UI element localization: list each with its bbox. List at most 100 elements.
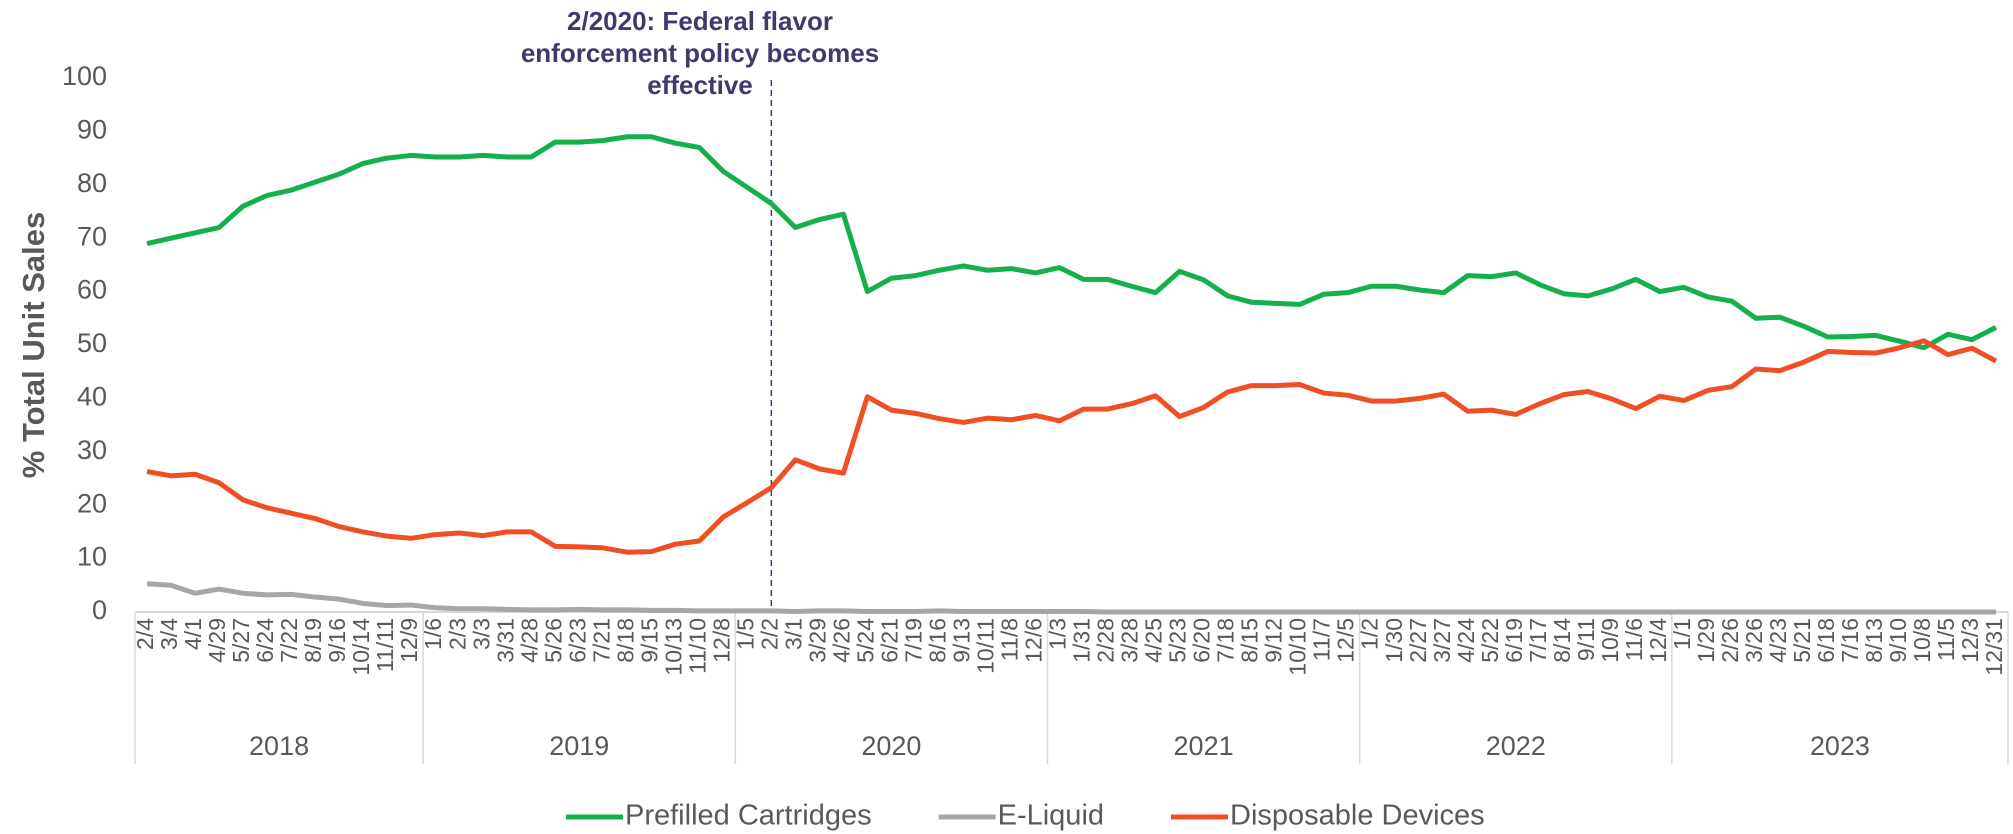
x-tick-label: 11/7 — [1309, 618, 1335, 661]
x-tick-label: 8/15 — [1237, 618, 1263, 663]
x-tick-label: 7/17 — [1525, 618, 1551, 663]
x-tick-label: 4/29 — [204, 618, 230, 663]
y-tick-label: 100 — [62, 61, 107, 91]
x-tick-label: 4/28 — [516, 618, 542, 663]
x-tick-label: 1/3 — [1045, 618, 1071, 650]
y-tick-label: 70 — [77, 221, 107, 251]
y-axis-label: % Total Unit Sales — [16, 212, 51, 478]
x-tick-label: 9/10 — [1885, 618, 1911, 663]
x-tick-label: 5/24 — [852, 618, 878, 663]
annotation-text: enforcement policy becomes — [521, 38, 879, 68]
x-tick-label: 11/11 — [372, 618, 398, 672]
x-tick-label: 7/19 — [900, 618, 926, 663]
x-tick-label: 1/31 — [1069, 618, 1095, 663]
x-tick-label: 11/6 — [1621, 618, 1647, 661]
x-tick-label: 9/15 — [636, 618, 662, 663]
x-tick-label: 10/10 — [1285, 618, 1311, 676]
x-tick-label: 3/4 — [156, 618, 182, 650]
y-tick-label: 0 — [92, 595, 107, 625]
x-tick-label: 10/11 — [973, 618, 999, 674]
y-tick-label: 50 — [77, 328, 107, 358]
x-tick-label: 1/30 — [1381, 618, 1407, 663]
x-tick-label: 4/25 — [1141, 618, 1167, 663]
x-tick-label: 5/27 — [228, 618, 254, 663]
x-tick-label: 11/8 — [997, 618, 1023, 661]
x-tick-label: 5/26 — [540, 618, 566, 663]
x-tick-label: 12/3 — [1957, 618, 1983, 663]
x-tick-label: 10/9 — [1597, 618, 1623, 663]
x-tick-label: 2/3 — [444, 618, 470, 650]
year-label: 2020 — [861, 731, 921, 761]
legend-label: Prefilled Cartridges — [625, 800, 872, 832]
y-tick-label: 10 — [77, 542, 107, 572]
x-tick-label: 4/23 — [1765, 618, 1791, 663]
x-tick-label: 8/14 — [1549, 618, 1575, 663]
x-tick-label: 1/29 — [1693, 618, 1719, 663]
x-tick-label: 8/19 — [300, 618, 326, 663]
x-tick-label: 8/16 — [925, 618, 951, 663]
series-line — [146, 581, 1996, 615]
x-tick-label: 3/27 — [1429, 618, 1455, 663]
x-tick-label: 12/5 — [1333, 618, 1359, 663]
x-tick-label: 12/31 — [1981, 618, 2007, 676]
x-tick-label: 7/22 — [276, 618, 302, 663]
y-tick-label: 30 — [77, 435, 107, 465]
x-tick-label: 9/13 — [949, 618, 975, 663]
legend-label: E-Liquid — [998, 800, 1104, 832]
x-tick-label: 3/1 — [780, 618, 806, 650]
x-tick-label: 3/26 — [1741, 618, 1767, 663]
x-tick-label: 4/26 — [828, 618, 854, 663]
y-tick-label: 60 — [77, 275, 107, 305]
x-tick-label: 2/27 — [1405, 618, 1431, 663]
x-tick-label: 2/4 — [132, 618, 158, 650]
x-tick-label: 1/5 — [732, 618, 758, 650]
x-tick-label: 1/1 — [1669, 618, 1695, 650]
x-tick-label: 4/24 — [1453, 618, 1479, 663]
x-tick-label: 7/18 — [1213, 618, 1239, 663]
x-tick-label: 9/16 — [324, 618, 350, 663]
x-tick-label: 6/20 — [1189, 618, 1215, 663]
year-label: 2018 — [249, 731, 309, 761]
x-tick-label: 5/21 — [1789, 618, 1815, 663]
x-tick-label: 7/16 — [1837, 618, 1863, 663]
x-tick-label: 11/10 — [684, 618, 710, 674]
x-tick-label: 10/13 — [660, 618, 686, 676]
x-tick-label: 2/28 — [1093, 618, 1119, 663]
x-tick-label: 5/23 — [1165, 618, 1191, 663]
y-tick-label: 90 — [77, 115, 107, 145]
x-tick-label: 6/19 — [1501, 618, 1527, 663]
x-tick-label: 6/24 — [252, 618, 278, 663]
series-line — [146, 338, 1998, 555]
x-tick-label: 12/8 — [708, 618, 734, 663]
x-tick-label: 3/3 — [468, 618, 494, 650]
x-tick-label: 11/5 — [1933, 618, 1959, 661]
x-tick-label: 10/14 — [348, 618, 374, 676]
x-tick-label: 6/18 — [1813, 618, 1839, 663]
y-tick-label: 20 — [77, 488, 107, 518]
x-tick-label: 7/21 — [588, 618, 614, 663]
x-tick-label: 3/31 — [492, 618, 518, 663]
y-tick-label: 80 — [77, 168, 107, 198]
x-tick-label: 12/9 — [396, 618, 422, 663]
x-tick-label: 10/8 — [1909, 618, 1935, 663]
x-tick-label: 3/29 — [804, 618, 830, 663]
x-tick-label: 9/12 — [1261, 618, 1287, 663]
x-tick-label: 9/11 — [1573, 618, 1599, 661]
x-tick-label: 6/23 — [564, 618, 590, 663]
x-tick-label: 2/2 — [756, 618, 782, 650]
year-label: 2023 — [1810, 731, 1870, 761]
year-label: 2019 — [549, 731, 609, 761]
annotation-text: effective — [647, 70, 753, 100]
x-tick-label: 12/6 — [1021, 618, 1047, 663]
series-line — [146, 134, 1998, 351]
x-tick-label: 12/4 — [1645, 618, 1671, 663]
x-tick-label: 6/21 — [876, 618, 902, 663]
year-label: 2022 — [1486, 731, 1546, 761]
x-tick-label: 3/28 — [1117, 618, 1143, 663]
legend-label: Disposable Devices — [1230, 800, 1485, 832]
x-tick-label: 8/18 — [612, 618, 638, 663]
x-tick-label: 2/26 — [1717, 618, 1743, 663]
y-tick-label: 40 — [77, 382, 107, 412]
annotation-text: 2/2020: Federal flavor — [567, 6, 833, 36]
